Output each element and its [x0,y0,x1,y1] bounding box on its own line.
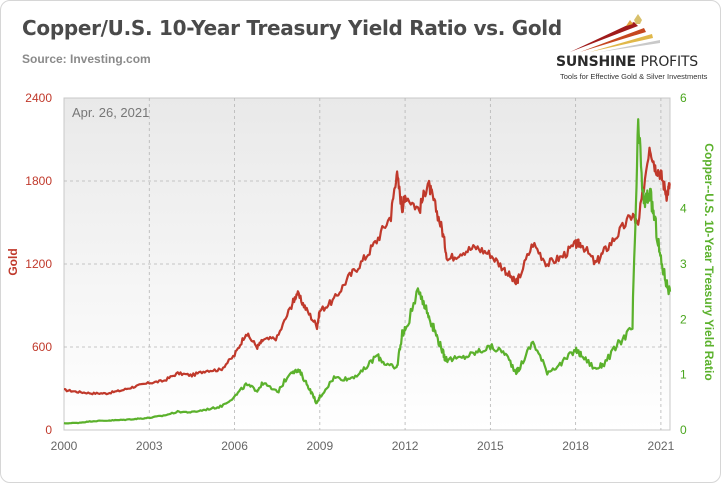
series-lines [63,118,672,425]
x-tick-label-2003: 2003 [136,439,163,453]
y-left-tick-label-2400: 2400 [25,91,52,105]
x-tick-label-2000: 2000 [51,439,78,453]
y-right-tick-label-4: 4 [680,202,687,216]
axis-ticks: 2000 2003 2006 2009 2012 2015 2018 2021 0 600 1200… [25,91,687,453]
logo-rays-icon [570,14,660,52]
y-left-tick-label-1200: 1200 [25,257,52,271]
grid-lines [64,98,670,430]
logo-name: SUNSHINE PROFITS [556,54,698,70]
y-right-tick-label-6: 6 [680,91,687,105]
y-left-tick-label-600: 600 [32,340,52,354]
y-right-tick-label-2: 2 [680,312,687,326]
x-tick-label-2009: 2009 [306,439,333,453]
x-tick-label-2018: 2018 [562,439,589,453]
y-right-axis-label: Copper--U.S. 10-Year Treasury Yield Rati… [702,143,716,380]
x-tick-label-2012: 2012 [392,439,419,453]
y-left-axis-label: Gold [6,248,20,275]
y-left-tick-label-0: 0 [45,423,52,437]
logo-tagline: Tools for Effective Gold & Silver Invest… [560,72,708,81]
series-line-ratio [63,118,672,425]
y-right-tick-label-0: 0 [680,423,687,437]
chart-source: Source: Investing.com [22,52,151,66]
y-right-tick-label-1: 1 [680,368,687,382]
chart-title: Copper/U.S. 10-Year Treasury Yield Ratio… [22,16,562,40]
y-right-tick-label-3: 3 [680,257,687,271]
x-tick-label-2006: 2006 [221,439,248,453]
y-left-tick-label-1800: 1800 [25,174,52,188]
x-tick-label-2021: 2021 [648,439,675,453]
series-line-gold [63,146,671,396]
x-tick-label-2015: 2015 [477,439,504,453]
annotation-date: Apr. 26, 2021 [72,105,149,120]
sunshine-profits-logo: SUNSHINE PROFITS Tools for Effective Gol… [556,12,708,84]
